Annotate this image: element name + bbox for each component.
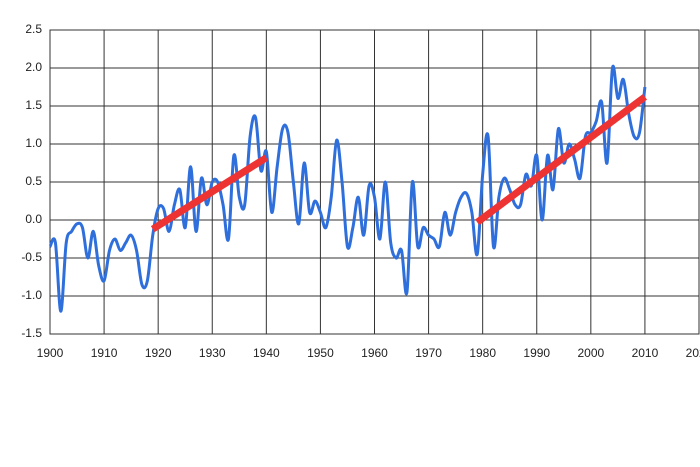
x-tick-label: 1990 [523, 346, 550, 360]
x-tick-label: 2000 [577, 346, 604, 360]
y-tick-label: 1.5 [25, 98, 42, 112]
y-tick-label: 0.0 [25, 212, 42, 226]
y-tick-label: 0.5 [25, 174, 42, 188]
x-tick-label: 2020 [686, 346, 700, 360]
x-tick-label: 1930 [199, 346, 226, 360]
y-tick-label: 2.5 [25, 22, 42, 36]
x-tick-label: 1910 [91, 346, 118, 360]
y-tick-label: 1.0 [25, 136, 42, 150]
plot-frame [49, 29, 700, 335]
x-tick-label: 1950 [307, 346, 334, 360]
data-line [48, 64, 647, 313]
x-tick-label: 1920 [145, 346, 172, 360]
y-tick-label: -1.5 [21, 326, 42, 340]
x-tick-label: 1970 [415, 346, 442, 360]
y-tick-label: -0.5 [21, 250, 42, 264]
x-tick-label: 1960 [361, 346, 388, 360]
trend-line [150, 154, 269, 233]
trend-line [475, 94, 648, 226]
x-tick-label: 1940 [253, 346, 280, 360]
y-tick-label: 2.0 [25, 60, 42, 74]
x-tick-label: 1900 [37, 346, 64, 360]
x-tick-label: 1980 [469, 346, 496, 360]
y-tick-label: -1.0 [21, 288, 42, 302]
x-tick-label: 2010 [632, 346, 659, 360]
